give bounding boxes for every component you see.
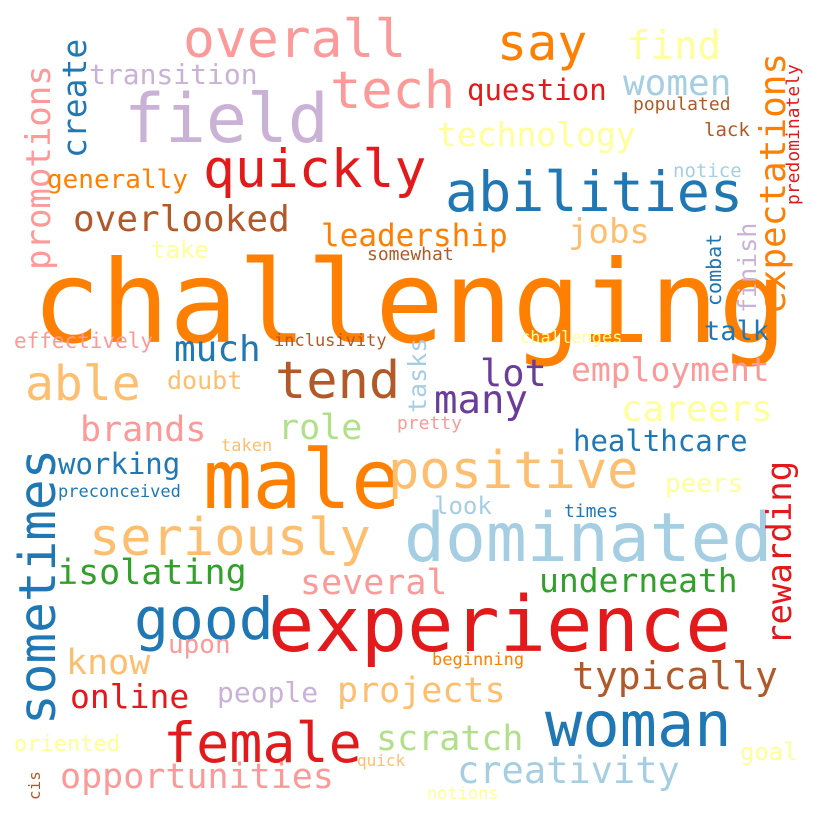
word-projects: projects: [337, 671, 506, 711]
word-positive: positive: [388, 441, 639, 501]
word-underneath: underneath: [539, 561, 738, 600]
word-tend: tend: [275, 351, 401, 411]
word-jobs: jobs: [568, 212, 650, 252]
word-technology: technology: [437, 115, 636, 154]
word-field: field: [124, 80, 329, 159]
word-populated: populated: [633, 94, 731, 115]
word-lot: lot: [480, 352, 547, 395]
word-times: times: [564, 501, 619, 522]
word-role: role: [278, 408, 363, 448]
word-rewarding: rewarding: [760, 460, 800, 645]
word-cis: cis: [25, 771, 44, 800]
word-lack: lack: [704, 119, 750, 141]
word-able: able: [25, 356, 141, 412]
word-know: know: [66, 643, 151, 683]
word-say: say: [497, 14, 588, 72]
word-many: many: [434, 378, 528, 423]
word-goal: goal: [740, 738, 798, 766]
word-employment: employment: [571, 350, 770, 389]
word-take: take: [151, 236, 209, 264]
word-overall: overall: [183, 9, 407, 70]
word-people: people: [217, 676, 319, 709]
word-abilities: abilities: [445, 160, 744, 224]
word-generally: generally: [47, 165, 188, 195]
word-several: several: [300, 563, 448, 603]
word-predominately: predominately: [783, 64, 804, 205]
word-preconceived: preconceived: [58, 482, 181, 502]
word-dominated: dominated: [404, 499, 773, 578]
word-inclusivity: inclusivity: [274, 331, 387, 351]
word-somewhat: somewhat: [367, 244, 454, 265]
word-challenges: challenges: [520, 328, 623, 348]
word-seriously: seriously: [89, 508, 371, 568]
word-isolating: isolating: [57, 553, 247, 593]
word-upon: upon: [168, 630, 231, 660]
word-typically: typically: [572, 654, 778, 698]
word-working: working: [58, 447, 181, 481]
word-much: much: [174, 329, 261, 370]
word-healthcare: healthcare: [573, 424, 748, 458]
word-leadership: leadership: [321, 218, 508, 254]
word-female: female: [163, 711, 362, 775]
word-quickly: quickly: [203, 139, 427, 200]
word-women: women: [623, 63, 732, 104]
word-tasks: tasks: [403, 337, 432, 413]
word-oriented: oriented: [14, 732, 120, 757]
word-effectively: effectively: [14, 329, 154, 353]
word-notice: notice: [673, 160, 742, 182]
word-quick: quick: [357, 751, 406, 770]
word-careers: careers: [621, 389, 773, 430]
word-online: online: [70, 677, 190, 716]
word-create: create: [55, 38, 94, 158]
word-woman: woman: [545, 688, 732, 761]
word-brands: brands: [80, 410, 207, 450]
word-combat: combat: [702, 233, 726, 306]
word-peers: peers: [665, 469, 744, 499]
word-good: good: [134, 585, 274, 653]
word-doubt: doubt: [167, 366, 243, 395]
word-notions: notions: [427, 784, 499, 804]
word-transition: transition: [89, 58, 258, 91]
word-taken: taken: [221, 436, 273, 456]
word-tech: tech: [330, 61, 456, 121]
word-look: look: [434, 492, 492, 520]
word-experience: experience: [268, 581, 732, 670]
word-beginning: beginning: [432, 650, 525, 670]
word-creativity: creativity: [457, 749, 680, 792]
word-opportunities: opportunities: [60, 757, 334, 797]
word-challenging: challenging: [32, 236, 787, 369]
word-talk: talk: [704, 316, 770, 347]
word-finish: finish: [733, 222, 762, 313]
word-overlooked: overlooked: [73, 199, 290, 240]
word-find: find: [627, 24, 721, 69]
word-question: question: [467, 73, 607, 107]
word-male: male: [203, 433, 401, 528]
word-scratch: scratch: [376, 719, 524, 759]
word-pretty: pretty: [397, 413, 463, 434]
